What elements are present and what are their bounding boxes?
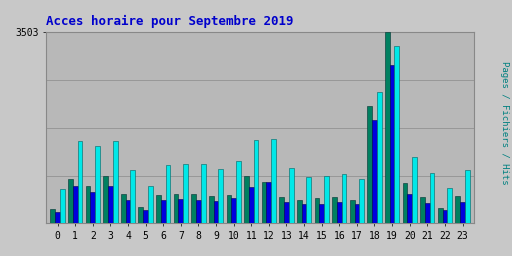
Bar [196,200,201,223]
Bar [236,161,241,223]
Bar [420,197,425,223]
Bar [121,194,125,223]
Bar [179,199,183,223]
Bar [271,139,276,223]
Bar [460,201,465,223]
Bar [108,186,113,223]
Bar [350,200,354,223]
Bar [201,164,205,223]
Bar [332,197,337,223]
Bar [367,106,372,223]
Bar [280,197,284,223]
Bar [91,192,95,223]
Bar [302,204,307,223]
Bar [249,187,253,223]
Bar [68,179,73,223]
Bar [372,120,377,223]
Bar [442,210,447,223]
Bar [314,198,319,223]
Bar [231,198,236,223]
Bar [55,212,60,223]
Bar [95,146,100,223]
Bar [219,169,223,223]
Bar [342,174,347,223]
Bar [359,179,364,223]
Bar [214,201,219,223]
Bar [354,204,359,223]
Bar [209,196,214,223]
Bar [131,170,135,223]
Bar [284,201,289,223]
Bar [77,141,82,223]
Bar [244,176,249,223]
Bar [307,177,311,223]
Bar [253,140,259,223]
Bar [438,208,442,223]
Bar [425,202,430,223]
Bar [148,186,153,223]
Bar [103,176,108,223]
Bar [394,46,399,223]
Bar [465,170,470,223]
Bar [143,210,148,223]
Bar [51,209,55,223]
Bar [447,188,452,223]
Bar [183,164,188,223]
Bar [86,186,91,223]
Bar [377,92,381,223]
Bar [402,184,408,223]
Bar [165,165,170,223]
Bar [60,189,65,223]
Bar [289,168,293,223]
Bar [191,194,196,223]
Bar [412,157,417,223]
Bar [430,173,435,223]
Bar [125,200,131,223]
Bar [226,195,231,223]
Text: Pages / Fichiers / Hits: Pages / Fichiers / Hits [500,61,509,185]
Bar [319,204,324,223]
Bar [266,182,271,223]
Bar [297,200,302,223]
Bar [390,65,394,223]
Bar [337,202,342,223]
Bar [161,200,165,223]
Bar [455,196,460,223]
Bar [324,176,329,223]
Bar [174,194,179,223]
Text: Acces horaire pour Septembre 2019: Acces horaire pour Septembre 2019 [46,15,294,28]
Bar [408,194,412,223]
Bar [262,182,266,223]
Bar [156,195,161,223]
Bar [138,207,143,223]
Bar [73,186,77,223]
Bar [385,32,390,223]
Bar [113,141,118,223]
